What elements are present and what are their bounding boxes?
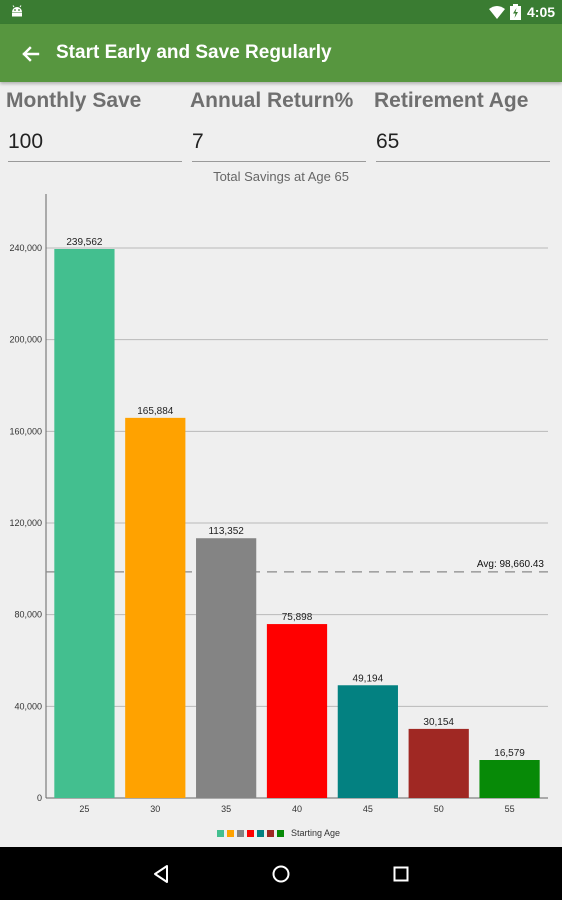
data-label: 49,194 <box>353 673 384 684</box>
app-bar: Start Early and Save Regularly <box>0 24 562 82</box>
average-label: Avg: 98,660.43 <box>477 559 545 570</box>
legend-swatch <box>257 829 264 837</box>
legend-swatch <box>247 829 254 837</box>
legend-swatch <box>217 829 224 837</box>
annual-return-input[interactable] <box>192 127 366 162</box>
x-tick-label: 45 <box>363 804 373 814</box>
y-tick-label: 200,000 <box>9 335 42 345</box>
bar <box>125 417 186 798</box>
annual-return-field: Annual Return% <box>190 89 368 162</box>
legend-swatch <box>227 829 234 837</box>
x-tick-label: 55 <box>505 804 515 814</box>
retirement-age-input[interactable] <box>376 127 550 162</box>
status-clock: 4:05 <box>527 4 556 20</box>
data-label: 113,352 <box>208 526 244 537</box>
data-label: 165,884 <box>137 406 174 417</box>
y-tick-label: 120,000 <box>9 518 42 528</box>
bar <box>408 728 469 798</box>
wifi-icon <box>489 6 505 19</box>
bar <box>266 624 328 798</box>
retirement-age-label: Retirement Age <box>374 89 529 112</box>
home-circle-icon[interactable] <box>268 861 294 887</box>
x-tick-label: 40 <box>292 804 302 814</box>
back-triangle-icon[interactable] <box>148 861 174 887</box>
arrow-left-icon[interactable] <box>18 41 44 67</box>
x-tick-label: 35 <box>221 804 231 814</box>
y-tick-label: 80,000 <box>14 610 42 620</box>
savings-bar-chart: 0 40,000 80,000 120,000 160,000 200,000 240,00… <box>9 194 548 814</box>
y-tick-label: 160,000 <box>9 426 42 436</box>
legend-swatch <box>267 829 274 837</box>
battery-charging-icon <box>510 4 521 20</box>
data-label: 16,579 <box>494 748 525 759</box>
y-tick-label: 240,000 <box>9 243 42 253</box>
x-tick-label: 50 <box>434 804 444 814</box>
legend-swatch <box>277 829 284 837</box>
recents-square-icon[interactable] <box>388 861 414 887</box>
monthly-save-label: Monthly Save <box>6 89 142 112</box>
chart-title: Total Savings at Age 65 <box>213 169 349 184</box>
x-tick-label: 30 <box>150 804 160 814</box>
status-bar: 4:05 <box>0 0 562 24</box>
x-tick-label: 25 <box>79 804 89 814</box>
bar <box>196 538 257 798</box>
page-title: Start Early and Save Regularly <box>56 42 332 63</box>
android-icon <box>12 5 22 17</box>
retirement-age-field: Retirement Age <box>374 89 552 162</box>
legend-swatch <box>237 829 244 837</box>
bar <box>479 760 540 798</box>
annual-return-label: Annual Return% <box>190 89 354 112</box>
y-tick-label: 40,000 <box>14 701 42 711</box>
y-tick-label: 0 <box>37 793 42 803</box>
legend-label: Starting Age <box>291 828 341 838</box>
navigation-bar <box>0 847 562 900</box>
bar <box>337 685 398 798</box>
data-label: 30,154 <box>423 717 454 728</box>
monthly-save-field: Monthly Save <box>6 89 184 162</box>
bar <box>54 249 115 798</box>
monthly-save-input[interactable] <box>8 127 182 162</box>
chart-legend: Starting Age <box>217 827 340 839</box>
data-label: 239,562 <box>66 237 103 248</box>
data-label: 75,898 <box>282 612 313 623</box>
